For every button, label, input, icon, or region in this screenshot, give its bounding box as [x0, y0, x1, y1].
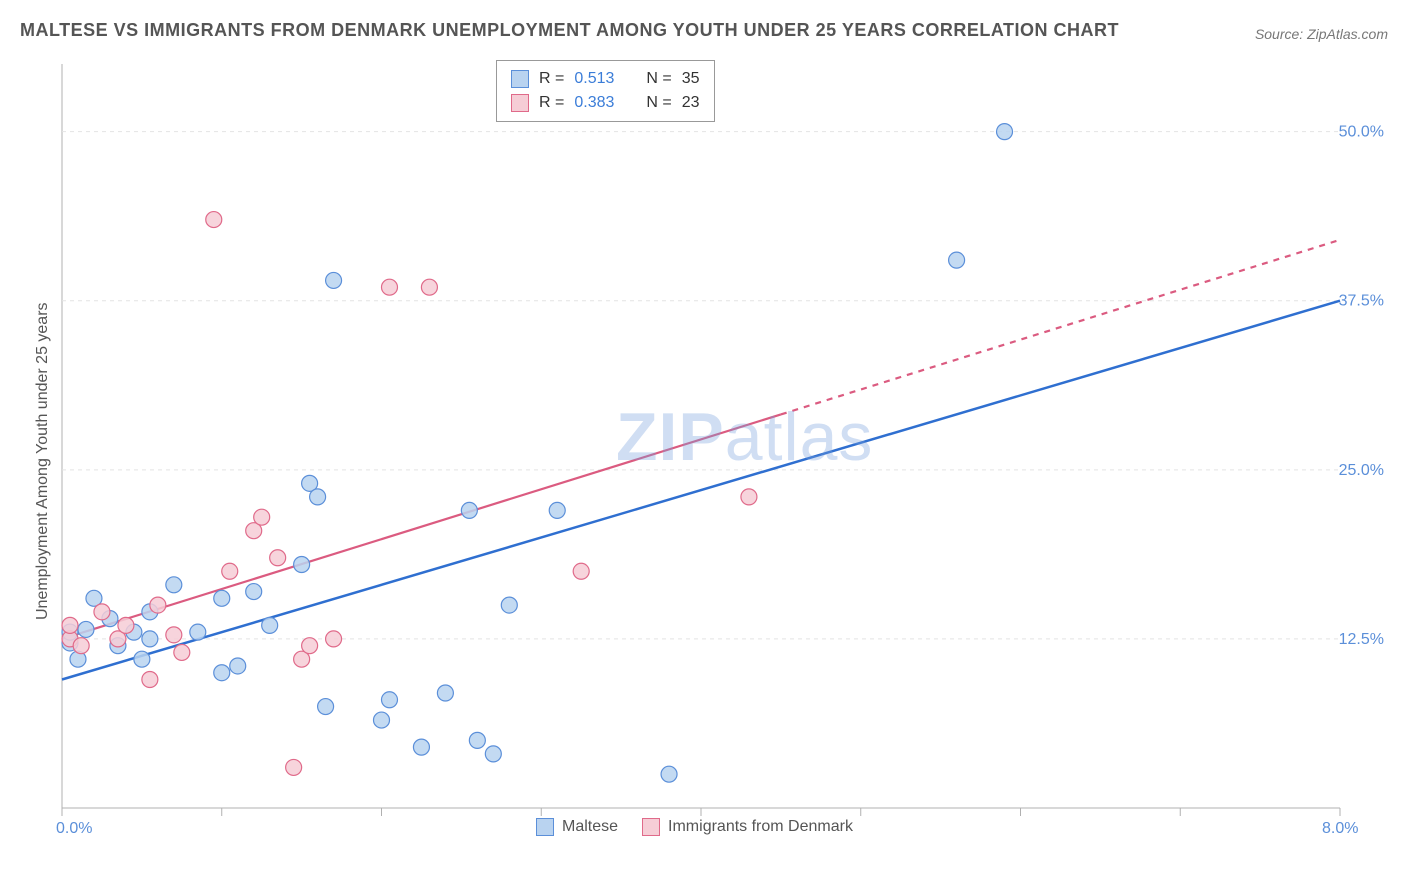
legend-swatch [511, 94, 529, 112]
data-point [246, 584, 262, 600]
data-point [262, 617, 278, 633]
data-point [318, 699, 334, 715]
x-axis-min-label: 0.0% [56, 820, 92, 838]
data-point [62, 617, 78, 633]
y-gridline-label: 37.5% [1339, 293, 1384, 310]
legend-item: Maltese [536, 818, 618, 836]
y-gridline-label: 50.0% [1339, 124, 1384, 141]
data-point [142, 631, 158, 647]
data-point [381, 692, 397, 708]
data-point [421, 279, 437, 295]
n-label: N = [646, 91, 671, 115]
correlation-stats-legend: R = 0.513 N = 35 R = 0.383 N = 23 [496, 60, 715, 122]
source-value: ZipAtlas.com [1307, 26, 1388, 42]
y-axis-label: Unemployment Among Youth under 25 years [34, 302, 52, 620]
data-point [78, 621, 94, 637]
x-axis-max-label: 8.0% [1322, 820, 1358, 838]
data-point [214, 590, 230, 606]
data-point [501, 597, 517, 613]
legend-item: Immigrants from Denmark [642, 818, 853, 836]
r-value: 0.513 [574, 67, 614, 91]
legend-swatch [536, 818, 554, 836]
data-point [118, 617, 134, 633]
scatter-plot-svg: 12.5% 25.0% 37.5% 50.0% [56, 58, 1386, 838]
data-point [374, 712, 390, 728]
data-point [73, 638, 89, 654]
data-point [437, 685, 453, 701]
data-point [461, 502, 477, 518]
data-point [741, 489, 757, 505]
data-point [302, 638, 318, 654]
data-point [286, 759, 302, 775]
data-point [94, 604, 110, 620]
chart-title: MALTESE VS IMMIGRANTS FROM DENMARK UNEMP… [20, 20, 1119, 41]
data-point [413, 739, 429, 755]
stats-legend-row: R = 0.383 N = 23 [511, 91, 700, 115]
data-point [573, 563, 589, 579]
source-label: Source: [1255, 26, 1303, 42]
data-point [270, 550, 286, 566]
data-point [166, 627, 182, 643]
data-point [214, 665, 230, 681]
data-point [381, 279, 397, 295]
data-point [150, 597, 166, 613]
data-point [469, 732, 485, 748]
data-point [206, 212, 222, 228]
r-label: R = [539, 67, 564, 91]
data-point [222, 563, 238, 579]
data-point [326, 272, 342, 288]
r-label: R = [539, 91, 564, 115]
y-gridline-label: 25.0% [1339, 462, 1384, 479]
series-legend: Maltese Immigrants from Denmark [536, 818, 853, 836]
data-point [254, 509, 270, 525]
data-point [997, 124, 1013, 140]
data-point [190, 624, 206, 640]
data-point [326, 631, 342, 647]
n-label: N = [646, 67, 671, 91]
y-gridline-label: 12.5% [1339, 631, 1384, 648]
chart-container: MALTESE VS IMMIGRANTS FROM DENMARK UNEMP… [0, 0, 1406, 892]
data-point [310, 489, 326, 505]
data-point [174, 644, 190, 660]
data-point [134, 651, 150, 667]
data-point [949, 252, 965, 268]
data-point [485, 746, 501, 762]
data-point [549, 502, 565, 518]
stats-legend-row: R = 0.513 N = 35 [511, 67, 700, 91]
data-point [166, 577, 182, 593]
legend-label: Immigrants from Denmark [668, 818, 853, 836]
legend-swatch [642, 818, 660, 836]
source-attribution: Source: ZipAtlas.com [1255, 26, 1388, 42]
r-value: 0.383 [574, 91, 614, 115]
legend-swatch [511, 70, 529, 88]
data-point [661, 766, 677, 782]
n-value: 35 [682, 67, 700, 91]
data-point [230, 658, 246, 674]
data-point [294, 557, 310, 573]
data-point [142, 671, 158, 687]
plot-area: 12.5%25.0%37.5%50.0% ZIPatlas R =0.513N … [56, 58, 1386, 838]
legend-label: Maltese [562, 818, 618, 836]
n-value: 23 [682, 91, 700, 115]
